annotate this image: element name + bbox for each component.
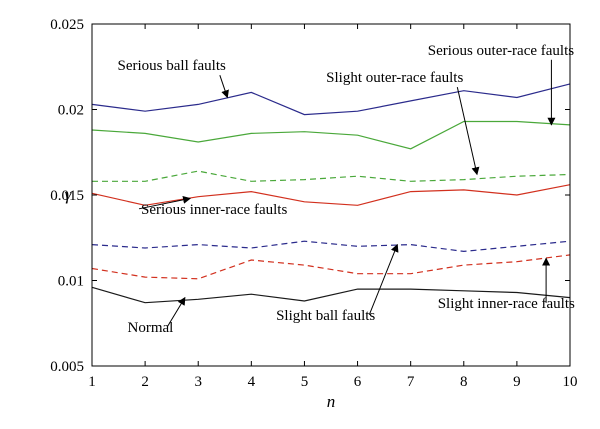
tick-layer: 1 2 3 4 5 6 7 8 9 10 0.005 0.01 0.015 0.02 0.025 — [50, 17, 577, 390]
annotation-label-serious-inner: Serious inner-race faults — [141, 202, 287, 218]
x-tick-label: 4 — [248, 374, 256, 390]
annotation-label-normal: Normal — [128, 320, 174, 336]
x-tick-label: 8 — [460, 374, 468, 390]
annotation-arrow-serious-ball — [219, 75, 229, 99]
y-tick-label: 0.005 — [50, 359, 84, 375]
series-line-serious-ball — [91, 83, 571, 116]
annotation-arrow-slight-outer — [456, 87, 480, 176]
series-line-serious-outer — [91, 120, 571, 150]
annotation-layer: Serious ball faults Slight outer-race fau… — [118, 43, 576, 336]
series-line-serious-inner — [91, 184, 571, 206]
annotation-arrow-serious-inner — [138, 195, 192, 210]
series-layer — [91, 83, 571, 304]
y-tick-label: 0.01 — [58, 274, 84, 290]
x-axis-label: n — [327, 392, 336, 411]
y-tick-label: 0.015 — [50, 188, 84, 204]
series-line-slight-ball — [91, 240, 571, 253]
x-tick-label: 5 — [301, 374, 309, 390]
series-line-normal — [91, 286, 571, 304]
x-tick-label: 9 — [513, 374, 521, 390]
x-tick-label: 10 — [563, 374, 578, 390]
y-tick-label: 0.02 — [58, 103, 84, 119]
x-tick-label: 2 — [141, 374, 149, 390]
x-tick-label: 6 — [354, 374, 362, 390]
series-line-slight-inner — [91, 254, 571, 280]
annotation-label-slight-ball: Slight ball faults — [276, 308, 375, 324]
x-tick-label: 3 — [194, 374, 202, 390]
annotation-label-slight-inner: Slight inner-race faults — [438, 296, 575, 312]
annotation-label-slight-outer: Slight outer-race faults — [326, 70, 463, 86]
annotation-label-serious-ball: Serious ball faults — [118, 58, 226, 74]
annotation-arrow-slight-ball — [368, 243, 399, 316]
y-axis-label: γ — [65, 185, 73, 204]
annotation-label-serious-outer: Serious outer-race faults — [428, 43, 574, 59]
x-tick-label: 1 — [88, 374, 96, 390]
annotation-arrow-normal — [166, 296, 186, 328]
y-tick-label: 0.025 — [50, 17, 84, 33]
x-tick-label: 7 — [407, 374, 415, 390]
series-line-slight-outer — [92, 170, 571, 182]
